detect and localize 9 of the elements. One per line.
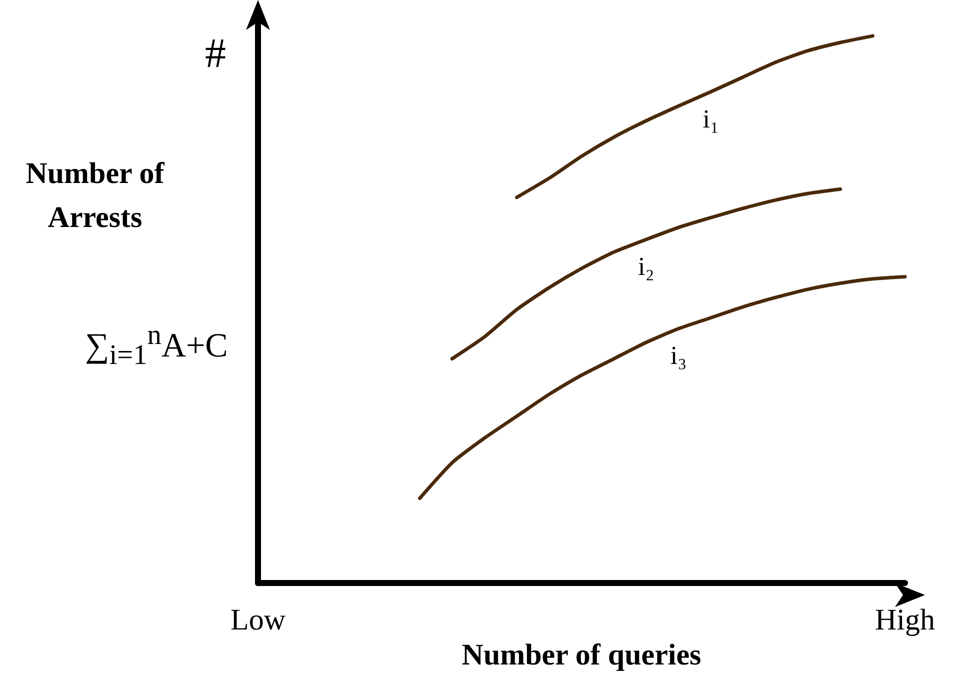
series-label: i₁	[702, 104, 720, 134]
text: #	[205, 30, 226, 78]
y-axis-title: Number of Arrests	[24, 156, 166, 236]
series-label: i₃	[670, 341, 687, 370]
x-tick-label: Low	[230, 604, 286, 637]
text: ∑$_{i=1}$$^{n}$A+C	[85, 320, 228, 372]
x-tick-label: High	[875, 604, 935, 637]
x-axis-title: Number of queries	[462, 638, 702, 672]
series-label: i₂	[638, 252, 654, 281]
